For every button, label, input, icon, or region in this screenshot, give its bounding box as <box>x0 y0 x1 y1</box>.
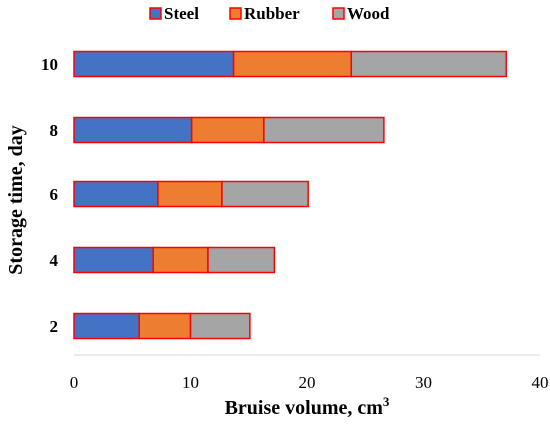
x-tick-labels: 0 10 20 30 40 <box>70 373 549 392</box>
y-tick-label: 4 <box>50 251 59 270</box>
bar-rubber-day-2 <box>138 312 192 340</box>
y-tick-label: 6 <box>50 185 59 204</box>
legend-label-rubber: Rubber <box>244 4 300 23</box>
x-tick-label: 20 <box>299 373 316 392</box>
bar-wood-day-2 <box>189 312 251 340</box>
bar-rubber-day-4 <box>152 246 209 274</box>
bar-wood-day-6 <box>221 180 309 208</box>
legend-label-steel: Steel <box>164 4 199 23</box>
x-axis-title: Bruise volume, cm3 <box>225 394 390 419</box>
y-axis-title: Storage time, day <box>5 125 27 274</box>
bar-steel-day-4 <box>73 246 154 274</box>
bar-rubber-day-6 <box>157 180 223 208</box>
bar-wood-day-4 <box>207 246 276 274</box>
y-tick-label: 8 <box>50 121 59 140</box>
x-tick-label: 40 <box>532 373 549 392</box>
x-tick-label: 10 <box>182 373 199 392</box>
legend-swatch-rubber <box>229 7 242 20</box>
legend-label-wood: Wood <box>347 4 390 23</box>
bar-steel-day-2 <box>73 312 140 340</box>
bar-steel-day-6 <box>73 180 159 208</box>
legend-swatch-steel <box>149 7 162 20</box>
y-tick-labels: 2 4 6 8 10 <box>41 55 59 336</box>
bars <box>73 50 507 340</box>
y-tick-label: 10 <box>41 55 58 74</box>
legend-swatch-wood <box>332 7 345 20</box>
y-tick-label: 2 <box>50 317 59 336</box>
x-tick-label: 0 <box>70 373 79 392</box>
bar-steel-day-8 <box>73 116 193 144</box>
bar-wood-day-8 <box>263 116 385 144</box>
bar-wood-day-10 <box>350 50 507 78</box>
bar-rubber-day-10 <box>232 50 353 78</box>
legend: Steel Rubber Wood <box>149 4 390 23</box>
bar-rubber-day-8 <box>190 116 265 144</box>
bar-steel-day-10 <box>73 50 235 78</box>
x-tick-label: 30 <box>415 373 432 392</box>
